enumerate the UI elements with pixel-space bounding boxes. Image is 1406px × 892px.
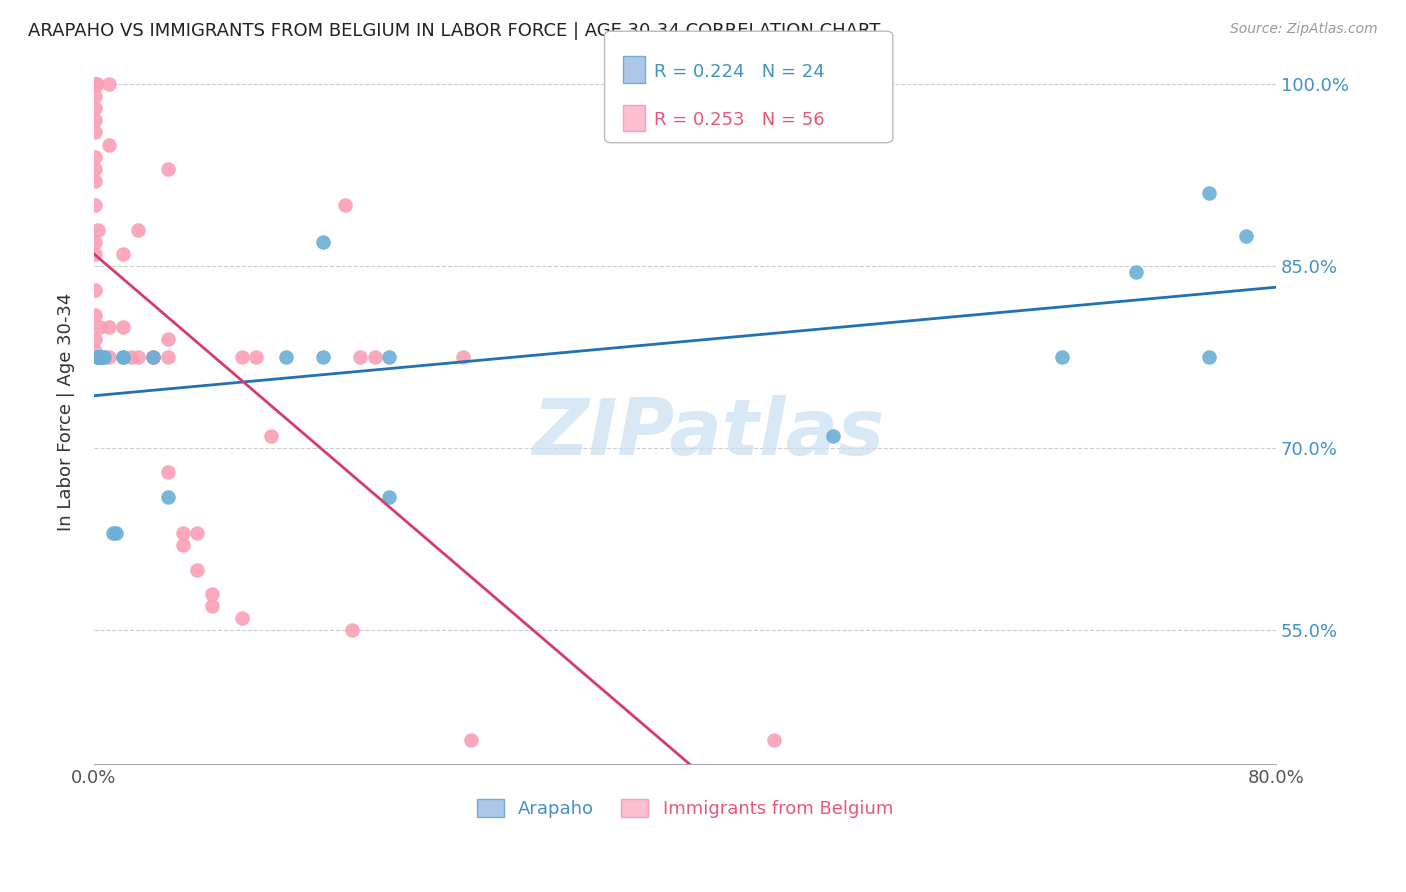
Point	[231, 350, 253, 364]
Point	[1198, 186, 1220, 201]
Point	[231, 611, 253, 625]
Point	[349, 350, 371, 364]
Y-axis label: In Labor Force | Age 30-34: In Labor Force | Age 30-34	[58, 293, 75, 531]
Point	[1125, 265, 1147, 279]
Point	[1234, 228, 1257, 243]
Point	[84, 150, 107, 164]
Point	[112, 247, 135, 261]
Point	[120, 350, 142, 364]
Point	[84, 235, 107, 249]
Point	[84, 161, 107, 176]
Point	[312, 235, 335, 249]
Point	[156, 332, 179, 346]
Point	[91, 350, 114, 364]
Point	[1198, 350, 1220, 364]
Point	[97, 350, 120, 364]
Point	[84, 198, 107, 212]
Point	[201, 599, 224, 613]
Point	[172, 538, 194, 552]
Point	[186, 563, 208, 577]
Point	[378, 490, 401, 504]
Text: Source: ZipAtlas.com: Source: ZipAtlas.com	[1230, 22, 1378, 37]
Point	[1050, 350, 1073, 364]
Point	[105, 526, 128, 541]
Point	[84, 77, 107, 91]
Point	[342, 624, 364, 638]
Point	[87, 350, 110, 364]
Text: ZIPatlas: ZIPatlas	[533, 395, 884, 471]
Point	[156, 490, 179, 504]
Point	[84, 174, 107, 188]
Point	[333, 198, 356, 212]
Point	[84, 77, 107, 91]
Point	[156, 350, 179, 364]
Point	[84, 77, 107, 91]
Point	[186, 526, 208, 541]
Point	[363, 350, 385, 364]
Point	[127, 350, 149, 364]
Point	[90, 350, 112, 364]
Point	[84, 101, 107, 115]
Point	[260, 429, 283, 443]
Point	[87, 350, 110, 364]
Point	[84, 77, 107, 91]
Text: ARAPAHO VS IMMIGRANTS FROM BELGIUM IN LABOR FORCE | AGE 30-34 CORRELATION CHART: ARAPAHO VS IMMIGRANTS FROM BELGIUM IN LA…	[28, 22, 880, 40]
Point	[86, 350, 108, 364]
Point	[112, 350, 135, 364]
Point	[84, 283, 107, 297]
Point	[89, 350, 111, 364]
Point	[453, 350, 475, 364]
Point	[274, 350, 297, 364]
Point	[762, 732, 785, 747]
Point	[89, 350, 111, 364]
Point	[84, 247, 107, 261]
Point	[127, 222, 149, 236]
Point	[460, 732, 482, 747]
Point	[142, 350, 165, 364]
Point	[112, 350, 135, 364]
Point	[142, 350, 165, 364]
Text: R = 0.253   N = 56: R = 0.253 N = 56	[654, 111, 824, 128]
Point	[93, 350, 115, 364]
Point	[156, 161, 179, 176]
Point	[172, 526, 194, 541]
Point	[201, 587, 224, 601]
Point	[101, 526, 124, 541]
Point	[156, 466, 179, 480]
Point	[378, 350, 401, 364]
Point	[312, 350, 335, 364]
Point	[821, 429, 844, 443]
Point	[84, 89, 107, 103]
Legend: Arapaho, Immigrants from Belgium: Arapaho, Immigrants from Belgium	[470, 791, 900, 825]
Point	[84, 125, 107, 139]
Point	[142, 350, 165, 364]
Text: R = 0.224   N = 24: R = 0.224 N = 24	[654, 62, 824, 80]
Point	[84, 344, 107, 359]
Point	[89, 319, 111, 334]
Point	[87, 350, 110, 364]
Point	[87, 350, 110, 364]
Point	[112, 319, 135, 334]
Point	[84, 308, 107, 322]
Point	[84, 332, 107, 346]
Point	[97, 77, 120, 91]
Point	[87, 222, 110, 236]
Point	[97, 319, 120, 334]
Point	[84, 113, 107, 128]
Point	[97, 137, 120, 152]
Point	[245, 350, 267, 364]
Point	[86, 77, 108, 91]
